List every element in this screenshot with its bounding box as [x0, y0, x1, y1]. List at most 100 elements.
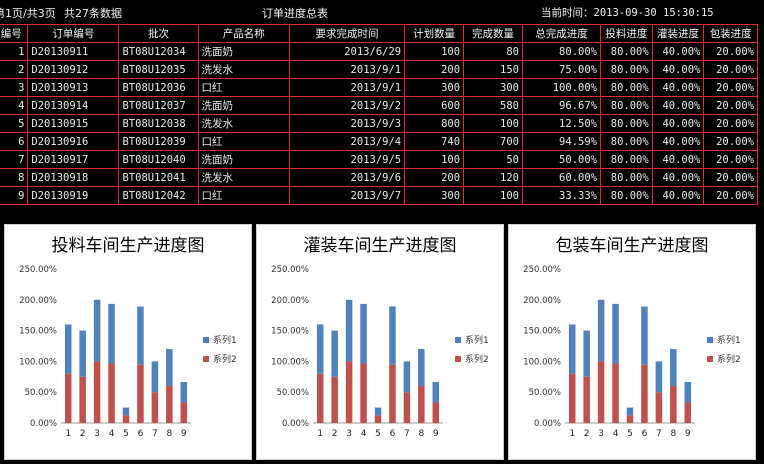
bar-series2[interactable] [345, 361, 353, 423]
x-tick-label: 1 [317, 429, 323, 439]
row-number: 8 [0, 168, 29, 187]
row-number: 1 [0, 42, 29, 61]
bar-series2[interactable] [389, 364, 396, 423]
table-row[interactable]: 2 D20130912 BT08U12035 洗发水 2013/9/1 200 150 75.… [0, 60, 758, 79]
bar-series1[interactable] [670, 349, 677, 387]
bar-series2[interactable] [166, 386, 173, 423]
table-row[interactable]: 9 D20130919 BT08U12042 口红 2013/9/7 300 100 33.3… [0, 186, 758, 205]
bar-series1[interactable] [568, 324, 576, 374]
bar-series1[interactable] [331, 330, 338, 377]
bar-series2[interactable] [583, 376, 590, 423]
batch-cell: BT08U12036 [118, 78, 199, 97]
x-tick-label: 9 [433, 429, 439, 439]
table-row[interactable]: 6 D20130916 BT08U12039 口红 2013/9/4 740 700 94.5… [0, 132, 758, 151]
bar-series1[interactable] [108, 303, 115, 364]
bar-series2[interactable] [316, 373, 324, 423]
table-row[interactable]: 8 D20130918 BT08U12041 洗发水 2013/9/6 200 120 60.… [0, 168, 758, 187]
x-tick-label: 2 [80, 429, 86, 439]
bar-series1[interactable] [64, 324, 72, 374]
order-progress-table: 编号 订单编号 批次 产品名称 要求完成时间 计划数量 完成数量 总完成进度 投… [0, 24, 758, 205]
table-row[interactable]: 4 D20130914 BT08U12037 洗面奶 2013/9/2 600 580 96.… [0, 96, 758, 115]
order-id-cell: D20130917 [27, 150, 120, 169]
table-row[interactable]: 7 D20130917 BT08U12040 洗面奶 2013/9/5 100 50 50.0… [0, 150, 758, 169]
y-tick-label: 100.00% [19, 357, 57, 367]
bar-series1[interactable] [626, 407, 634, 416]
bar-series2[interactable] [64, 373, 72, 423]
header-cell[interactable]: 包装进度 [703, 24, 758, 43]
total-progress-cell: 60.00% [521, 168, 601, 187]
bar-series1[interactable] [655, 361, 663, 393]
header-cell[interactable]: 计划数量 [404, 24, 465, 43]
y-tick-label: 250.00% [271, 265, 309, 275]
bar-series1[interactable] [389, 306, 396, 365]
bar-series2[interactable] [655, 392, 663, 423]
bar-series2[interactable] [79, 376, 86, 423]
bar-series1[interactable] [418, 349, 425, 387]
bar-series1[interactable] [612, 303, 619, 364]
planned-qty-cell: 740 [404, 132, 465, 151]
total-progress-cell: 80.00% [521, 42, 601, 61]
bar-series1[interactable] [597, 299, 605, 362]
bar-series2[interactable] [93, 361, 101, 423]
header-cell[interactable]: 批次 [118, 24, 199, 43]
product-cell: 口红 [197, 78, 290, 97]
bar-series1[interactable] [316, 324, 324, 374]
x-tick-label: 1 [65, 429, 71, 439]
header-cell[interactable]: 产品名称 [197, 24, 290, 43]
bar-series2[interactable] [597, 361, 605, 423]
packaging-chart-panel[interactable]: 包装车间生产进度图 0.00% 50.00% 100.00% 150.00% 200.0… [508, 224, 756, 460]
bar-series2[interactable] [612, 363, 619, 423]
bar-series2[interactable] [684, 402, 692, 423]
bar-series2[interactable] [137, 364, 144, 423]
bar-series1[interactable] [583, 330, 590, 377]
bar-series1[interactable] [684, 381, 692, 403]
batch-cell: BT08U12037 [118, 96, 199, 115]
header-cell[interactable]: 要求完成时间 [288, 24, 406, 43]
bars [64, 299, 188, 423]
bar-series1[interactable] [180, 381, 188, 403]
planned-qty-cell: 200 [404, 60, 465, 79]
bar-series2[interactable] [670, 386, 677, 423]
table-row[interactable]: 3 D20130913 BT08U12036 口红 2013/9/1 300 300 100.… [0, 78, 758, 97]
bar-series1[interactable] [374, 407, 382, 416]
due-date-cell: 2013/9/4 [288, 132, 406, 151]
bar-series2[interactable] [108, 363, 115, 423]
bar-series1[interactable] [93, 299, 101, 362]
table-row[interactable]: 5 D20130915 BT08U12038 洗发水 2013/9/3 800 100 12.… [0, 114, 758, 133]
bar-series1[interactable] [432, 381, 440, 403]
header-cell[interactable]: 编号 [0, 24, 29, 43]
bar-series2[interactable] [122, 415, 130, 423]
bar-series2[interactable] [403, 392, 411, 423]
table-row[interactable]: 1 D20130911 BT08U12034 洗面奶 2013/6/29 100 80 80.… [0, 42, 758, 61]
bar-series1[interactable] [122, 407, 130, 416]
order-id-cell: D20130913 [27, 78, 120, 97]
bar-series2[interactable] [418, 386, 425, 423]
bar-series2[interactable] [568, 373, 576, 423]
bar-series1[interactable] [137, 306, 144, 365]
bar-series1[interactable] [166, 349, 173, 387]
bar-series2[interactable] [374, 415, 382, 423]
bar-series1[interactable] [641, 306, 648, 365]
x-tick-label: 7 [404, 429, 410, 439]
x-tick-label: 9 [181, 429, 187, 439]
bar-series1[interactable] [151, 361, 159, 393]
bar-series1[interactable] [345, 299, 353, 362]
bar-series1[interactable] [403, 361, 411, 393]
bar-series2[interactable] [360, 363, 367, 423]
bar-series2[interactable] [151, 392, 159, 423]
header-cell[interactable]: 完成数量 [463, 24, 523, 43]
order-id-cell: D20130915 [27, 114, 120, 133]
bar-series2[interactable] [641, 364, 648, 423]
bar-series1[interactable] [360, 303, 367, 364]
bar-series2[interactable] [432, 402, 440, 423]
feeding-chart-panel[interactable]: 投料车间生产进度图 0.00% 50.00% 100.00% 150.00% 200.0… [4, 224, 252, 460]
header-cell[interactable]: 总完成进度 [521, 24, 601, 43]
bar-series2[interactable] [180, 402, 188, 423]
header-cell[interactable]: 灌装进度 [651, 24, 705, 43]
bar-series2[interactable] [331, 376, 338, 423]
bar-series1[interactable] [79, 330, 86, 377]
bar-series2[interactable] [626, 415, 634, 423]
header-cell[interactable]: 投料进度 [599, 24, 653, 43]
filling-chart-panel[interactable]: 灌装车间生产进度图 0.00% 50.00% 100.00% 150.00% 200.0… [256, 224, 504, 460]
header-cell[interactable]: 订单编号 [27, 24, 120, 43]
